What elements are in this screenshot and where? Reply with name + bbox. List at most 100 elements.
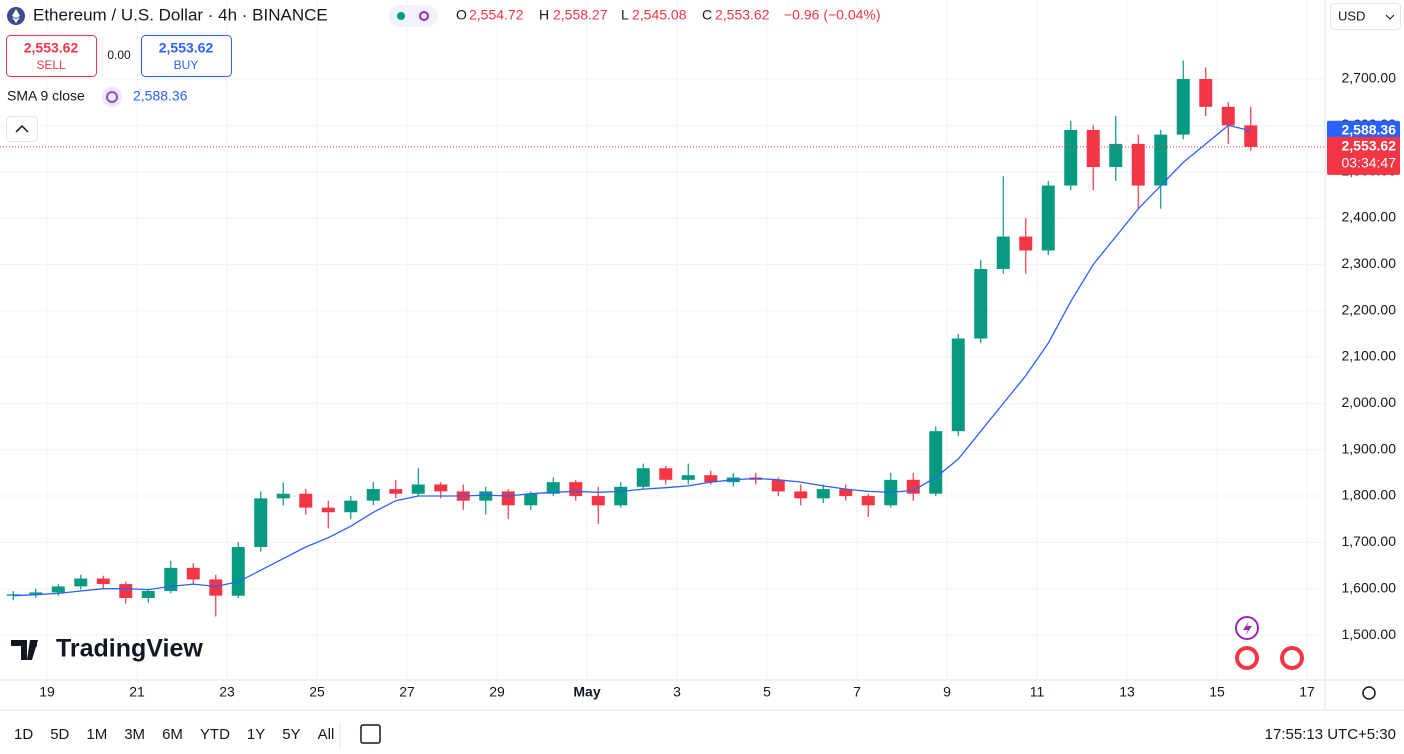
sma-badge-label: 2,588.36: [1342, 121, 1397, 137]
candle-body: [1086, 129, 1100, 168]
candle-body: [119, 584, 133, 598]
timeframe-button[interactable]: 3M: [124, 726, 145, 743]
candle-body: [546, 482, 560, 494]
timeframe-button[interactable]: YTD: [200, 726, 230, 743]
indicator-glyph: [106, 91, 118, 103]
indicator-name[interactable]: SMA 9 close: [7, 88, 85, 104]
eth-glyph: [12, 9, 20, 23]
sell-price: 2,553.62: [24, 40, 79, 56]
collapse-button[interactable]: [6, 116, 38, 142]
candle-body: [1154, 134, 1168, 186]
candle-body: [501, 491, 515, 506]
candle-body: [996, 236, 1010, 269]
candle-body: [704, 475, 718, 483]
sell-button[interactable]: [6, 35, 97, 77]
ohlc-close: 2,553.62: [715, 7, 770, 23]
candle-body: [389, 489, 403, 494]
candle-body: [254, 498, 268, 548]
candle-body: [1064, 129, 1078, 186]
y-tick-label: 2,700.00: [1342, 70, 1397, 86]
candle-body: [1221, 106, 1235, 126]
timeframe-button[interactable]: 6M: [162, 726, 183, 743]
candle-body: [366, 489, 380, 501]
timeframe-button[interactable]: 1D: [14, 726, 33, 743]
candle-body: [321, 507, 335, 513]
x-tick-label: 17: [1299, 684, 1315, 700]
sma-badge: [1327, 120, 1400, 141]
buy-button[interactable]: [141, 35, 232, 77]
timeframe-button[interactable]: 5Y: [282, 726, 300, 743]
price-badge-label: 2,553.62: [1342, 138, 1397, 154]
ohlc-c-label: C: [702, 7, 712, 23]
x-tick-label: 23: [219, 684, 235, 700]
candle-body: [951, 338, 965, 432]
timeframe-button[interactable]: 1Y: [247, 726, 265, 743]
candle-body: [906, 479, 920, 494]
ohlc-h-label: H: [539, 7, 549, 23]
x-tick-label: May: [573, 684, 600, 700]
ohlc-o-label: O: [456, 7, 467, 23]
timeframe-button[interactable]: All: [318, 726, 335, 743]
date-range-icon[interactable]: [360, 724, 381, 744]
candle-body: [1109, 143, 1123, 168]
plot: [0, 60, 1325, 617]
timeframe-button[interactable]: 5D: [50, 726, 69, 743]
x-tick-label: 3: [673, 684, 681, 700]
candle-body: [74, 578, 88, 587]
event-glyph: [1243, 621, 1252, 636]
symbol[interactable]: Ethereum / U.S. Dollar · 4h · BINANCE: [33, 5, 328, 24]
candle-body: [1041, 185, 1055, 251]
ohlc-open: 2,554.72: [469, 7, 524, 23]
candle-body: [524, 493, 538, 506]
indicator-icon[interactable]: [102, 87, 122, 107]
x-tick-label: 21: [129, 684, 145, 700]
y-tick-label: 1,500.00: [1342, 626, 1397, 642]
candle-body: [344, 500, 358, 513]
status-pill[interactable]: [388, 5, 438, 27]
x-tick-label: 7: [853, 684, 861, 700]
currency-select[interactable]: [1330, 3, 1401, 30]
sma-line: [13, 124, 1251, 597]
countdown: 03:34:47: [1342, 155, 1397, 171]
candle-body: [231, 547, 245, 596]
us-flag: [1284, 650, 1300, 666]
indicator-value: 2,588.36: [133, 88, 188, 104]
y-tick-label: 2,000.00: [1342, 394, 1397, 410]
us-flag: [1239, 650, 1255, 666]
candle-body: [1176, 79, 1190, 135]
candle-body: [141, 591, 155, 598]
candle-body: [569, 482, 583, 497]
timeframe-button[interactable]: 1M: [86, 726, 107, 743]
x-tick-label: 11: [1030, 684, 1045, 700]
ohlc-l-label: L: [621, 7, 629, 23]
market-open-dot: [397, 12, 405, 20]
currency-caret: [1385, 14, 1395, 20]
x-tick-label: 29: [489, 684, 505, 700]
x-tick-label: 19: [39, 684, 55, 700]
spread: 0.00: [107, 48, 131, 62]
y-tick-label: 1,600.00: [1342, 579, 1397, 595]
candle-body: [816, 489, 830, 499]
candle-body: [479, 491, 493, 501]
candle-body: [614, 486, 628, 506]
candle-body: [209, 579, 223, 596]
y-tick-label: 2,400.00: [1342, 209, 1397, 225]
candle-body: [861, 496, 875, 506]
logo-dot: [31, 642, 37, 648]
candle-body: [96, 578, 110, 585]
y-tick-label: 1,800.00: [1342, 487, 1397, 503]
settings-icon[interactable]: [1362, 686, 1376, 700]
x-tick-label: 9: [943, 684, 951, 700]
sell-label: SELL: [36, 58, 66, 72]
ohlc-change: −0.96 (−0.04%): [784, 7, 881, 23]
buy-label: BUY: [174, 58, 199, 72]
candle-body: [6, 594, 20, 596]
candle-body: [1244, 125, 1258, 147]
y-tick-label: 1,900.00: [1342, 440, 1397, 456]
candle-body: [794, 491, 808, 499]
candle-body: [974, 268, 988, 339]
price-badge: [1327, 136, 1400, 175]
ohlc-high: 2,558.27: [553, 7, 608, 23]
candle-body: [276, 493, 290, 499]
